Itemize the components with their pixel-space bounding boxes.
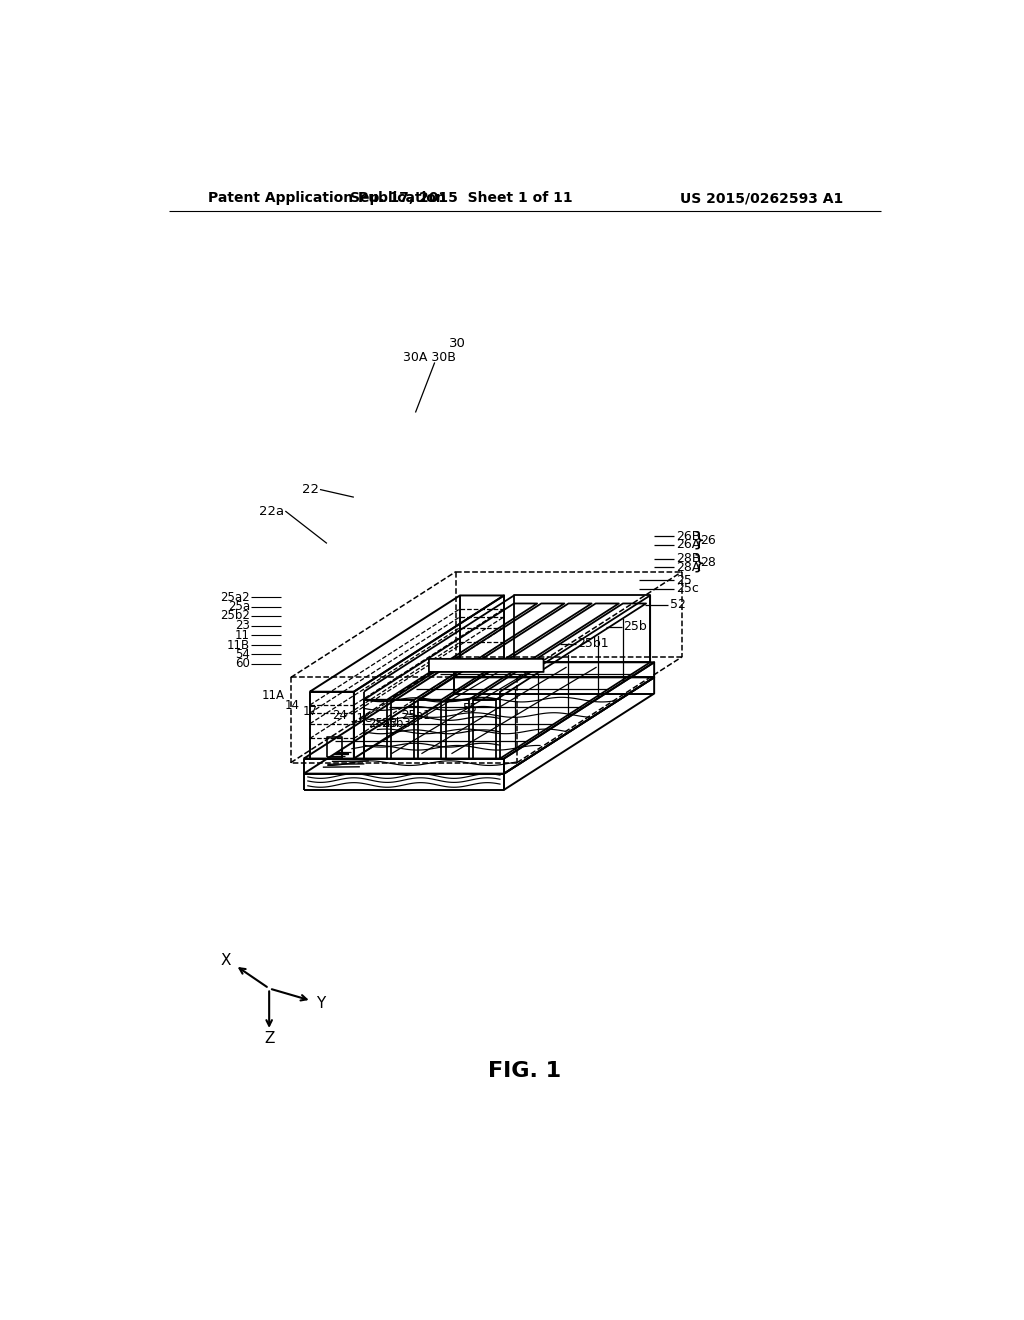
Polygon shape	[364, 700, 387, 759]
Text: 26A: 26A	[676, 539, 700, 552]
Polygon shape	[364, 603, 538, 700]
Polygon shape	[310, 692, 354, 759]
Polygon shape	[445, 603, 618, 700]
Polygon shape	[391, 603, 564, 700]
Text: }: }	[692, 553, 706, 572]
Text: FIG. 1: FIG. 1	[488, 1061, 561, 1081]
Polygon shape	[304, 759, 504, 774]
Text: 28A: 28A	[676, 561, 700, 574]
Polygon shape	[504, 663, 654, 774]
Text: 25a: 25a	[227, 601, 250, 612]
Text: 25b: 25b	[624, 620, 647, 634]
Polygon shape	[419, 603, 592, 700]
Text: 11A: 11A	[261, 689, 285, 702]
Text: 30: 30	[450, 337, 466, 350]
Text: 25a1: 25a1	[400, 709, 430, 722]
Text: 22a: 22a	[259, 504, 285, 517]
Text: 26: 26	[700, 533, 716, 546]
Text: 14: 14	[285, 698, 300, 711]
Text: Sep. 17, 2015  Sheet 1 of 11: Sep. 17, 2015 Sheet 1 of 11	[350, 191, 573, 206]
Text: 30A 30B: 30A 30B	[402, 351, 456, 363]
Text: US 2015/0262593 A1: US 2015/0262593 A1	[680, 191, 844, 206]
Polygon shape	[391, 700, 415, 759]
Text: 17: 17	[302, 705, 317, 718]
Text: 25c: 25c	[676, 582, 698, 595]
FancyBboxPatch shape	[429, 659, 544, 672]
Text: 11C: 11C	[350, 713, 373, 726]
Text: 55: 55	[462, 702, 477, 715]
Polygon shape	[514, 595, 650, 663]
Text: 25: 25	[676, 574, 691, 587]
Polygon shape	[419, 700, 441, 759]
Text: 23: 23	[236, 619, 250, 632]
Text: 11B: 11B	[226, 639, 250, 652]
Polygon shape	[310, 595, 504, 692]
Text: 60: 60	[236, 657, 250, 671]
Text: 11: 11	[234, 628, 250, 642]
Text: 25b3: 25b3	[381, 717, 411, 730]
Text: 54: 54	[236, 648, 250, 661]
Polygon shape	[445, 700, 469, 759]
Text: 25b1: 25b1	[578, 638, 609, 649]
Text: 25b2: 25b2	[220, 610, 250, 622]
Text: 25a3: 25a3	[369, 717, 398, 730]
Text: 52: 52	[670, 598, 685, 611]
Text: 25a2: 25a2	[220, 591, 250, 603]
Polygon shape	[304, 663, 654, 759]
Text: Y: Y	[316, 997, 326, 1011]
Text: 28: 28	[700, 556, 716, 569]
Text: 28B: 28B	[676, 552, 700, 565]
Polygon shape	[304, 677, 654, 774]
Text: Patent Application Publication: Patent Application Publication	[208, 191, 445, 206]
Polygon shape	[304, 774, 504, 789]
Polygon shape	[354, 595, 504, 759]
Polygon shape	[473, 700, 496, 759]
Text: X: X	[221, 953, 231, 969]
Polygon shape	[500, 595, 650, 759]
Text: Z: Z	[264, 1031, 274, 1045]
Text: }: }	[692, 531, 706, 550]
Text: 22: 22	[302, 483, 319, 496]
Polygon shape	[504, 677, 654, 789]
Polygon shape	[473, 603, 646, 700]
Text: 26B: 26B	[676, 529, 700, 543]
Text: 24: 24	[333, 709, 347, 722]
